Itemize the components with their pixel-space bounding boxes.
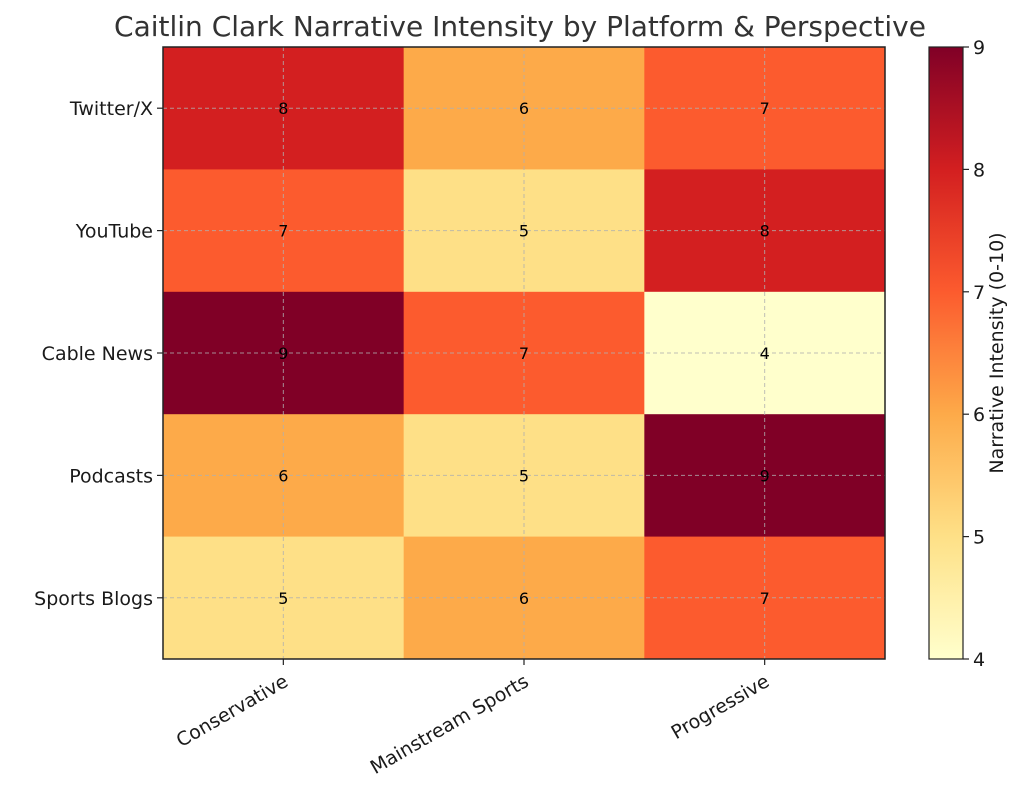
colorbar-label: Narrative Intensity (0-10) bbox=[986, 232, 1008, 473]
grid-lines bbox=[163, 47, 885, 659]
cell-value-label: 6 bbox=[519, 99, 529, 118]
cell-value-label: 8 bbox=[278, 99, 288, 118]
x-tick-label: Conservative bbox=[173, 670, 292, 751]
cell-value-label: 7 bbox=[519, 344, 529, 363]
colorbar-tick-label: 8 bbox=[973, 159, 985, 181]
cell-value-label: 6 bbox=[278, 466, 288, 485]
chart-title: Caitlin Clark Narrative Intensity by Pla… bbox=[114, 10, 926, 43]
colorbar-gradient bbox=[928, 46, 964, 660]
y-tick-label: Sports Blogs bbox=[34, 588, 153, 610]
x-tick-label: Mainstream Sports bbox=[367, 670, 533, 778]
cell-value-label: 9 bbox=[278, 344, 288, 363]
y-tick-label: Podcasts bbox=[69, 465, 153, 487]
x-tick-label: Progressive bbox=[668, 670, 774, 744]
cell-value-label: 8 bbox=[760, 222, 770, 241]
y-tick-label: Cable News bbox=[42, 343, 153, 365]
cell-value-label: 5 bbox=[278, 589, 288, 608]
cell-value-label: 5 bbox=[519, 466, 529, 485]
colorbar-tick-label: 7 bbox=[973, 282, 985, 304]
colorbar-tick-label: 4 bbox=[973, 649, 985, 671]
cell-value-labels: 8 6 7 7 5 8 9 7 4 6 5 9 5 6 7 bbox=[278, 99, 770, 608]
cell-value-label: 5 bbox=[519, 222, 529, 241]
cell-value-label: 6 bbox=[519, 589, 529, 608]
cell-value-label: 7 bbox=[760, 589, 770, 608]
colorbar: 4 5 6 7 8 9 Narrative Intensity (0-10) bbox=[928, 37, 1008, 671]
colorbar-tick-label: 5 bbox=[973, 527, 985, 549]
colorbar-tick-label: 9 bbox=[973, 37, 985, 59]
cell-value-label: 7 bbox=[760, 99, 770, 118]
colorbar-tick-label: 6 bbox=[973, 404, 985, 426]
y-tick-label: YouTube bbox=[75, 221, 153, 243]
cell-value-label: 4 bbox=[760, 344, 770, 363]
y-tick-label: Twitter/X bbox=[69, 98, 153, 120]
cell-value-label: 9 bbox=[760, 466, 770, 485]
cell-value-label: 7 bbox=[278, 222, 288, 241]
